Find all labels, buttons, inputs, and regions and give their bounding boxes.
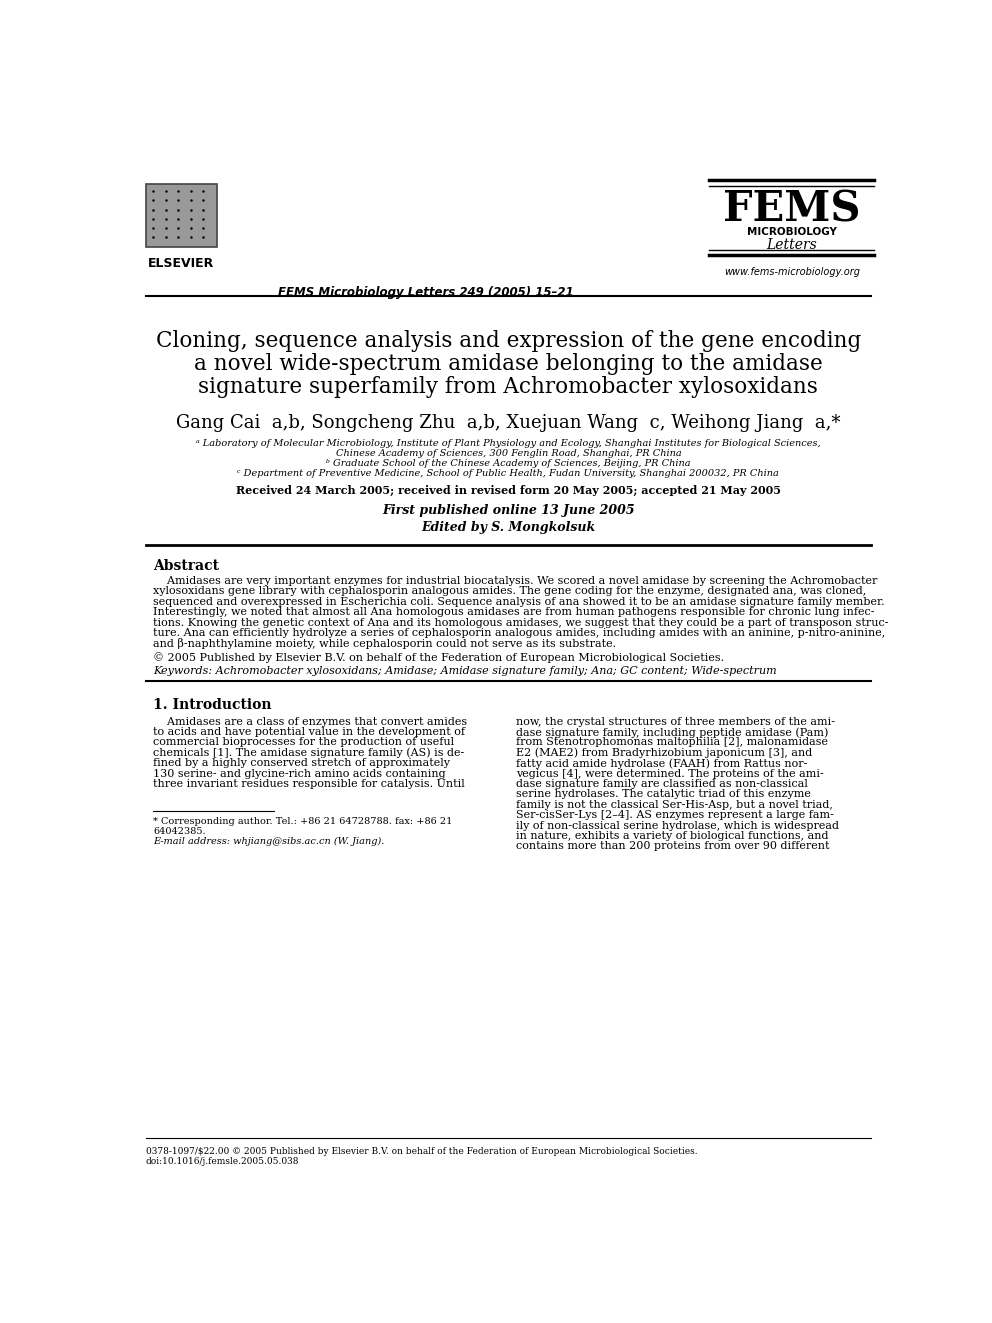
Text: Letters: Letters: [767, 238, 817, 253]
Text: Chinese Academy of Sciences, 300 Fenglin Road, Shanghai, PR China: Chinese Academy of Sciences, 300 Fenglin…: [335, 448, 682, 458]
Text: from Stenotrophomonas maltophilia [2], malonamidase: from Stenotrophomonas maltophilia [2], m…: [516, 737, 828, 747]
Text: MICROBIOLOGY: MICROBIOLOGY: [747, 226, 837, 237]
Text: ᵇ Graduate School of the Chinese Academy of Sciences, Beijing, PR China: ᵇ Graduate School of the Chinese Academy…: [326, 459, 690, 468]
Text: vegicus [4], were determined. The proteins of the ami-: vegicus [4], were determined. The protei…: [516, 769, 824, 779]
Text: FEMS: FEMS: [723, 188, 861, 230]
Text: commercial bioprocesses for the production of useful: commercial bioprocesses for the producti…: [154, 737, 454, 747]
Text: contains more than 200 proteins from over 90 different: contains more than 200 proteins from ove…: [516, 841, 829, 852]
Text: fined by a highly conserved stretch of approximately: fined by a highly conserved stretch of a…: [154, 758, 450, 769]
Text: serine hydrolases. The catalytic triad of this enzyme: serine hydrolases. The catalytic triad o…: [516, 790, 811, 799]
Text: signature superfamily from Achromobacter xylosoxidans: signature superfamily from Achromobacter…: [198, 376, 818, 398]
Text: family is not the classical Ser-His-Asp, but a novel triad,: family is not the classical Ser-His-Asp,…: [516, 800, 833, 810]
Text: tions. Knowing the genetic context of Ana and its homologous amidases, we sugges: tions. Knowing the genetic context of An…: [154, 618, 889, 627]
Text: 130 serine- and glycine-rich amino acids containing: 130 serine- and glycine-rich amino acids…: [154, 769, 446, 779]
Text: * Corresponding author. Tel.: +86 21 64728788. fax: +86 21: * Corresponding author. Tel.: +86 21 647…: [154, 818, 452, 826]
Text: Gang Cai  a,b, Songcheng Zhu  a,b, Xuejuan Wang  c, Weihong Jiang  a,*: Gang Cai a,b, Songcheng Zhu a,b, Xuejuan…: [177, 414, 840, 433]
Text: ᶜ Department of Preventive Medicine, School of Public Health, Fudan University, : ᶜ Department of Preventive Medicine, Sch…: [237, 470, 780, 478]
Text: Keywords: Achromobacter xylosoxidans; Amidase; Amidase signature family; Ana; GC: Keywords: Achromobacter xylosoxidans; Am…: [154, 665, 777, 676]
Text: Cloning, sequence analysis and expression of the gene encoding: Cloning, sequence analysis and expressio…: [156, 329, 861, 352]
Text: ture. Ana can efficiently hydrolyze a series of cephalosporin analogous amides, : ture. Ana can efficiently hydrolyze a se…: [154, 628, 886, 638]
Text: sequenced and overexpressed in Escherichia coli. Sequence analysis of ana showed: sequenced and overexpressed in Escherich…: [154, 597, 885, 607]
Text: ᵃ Laboratory of Molecular Microbiology, Institute of Plant Physiology and Ecolog: ᵃ Laboratory of Molecular Microbiology, …: [196, 439, 820, 448]
Text: a novel wide-spectrum amidase belonging to the amidase: a novel wide-spectrum amidase belonging …: [194, 353, 822, 374]
Text: doi:10.1016/j.femsle.2005.05.038: doi:10.1016/j.femsle.2005.05.038: [146, 1158, 300, 1167]
Text: dase signature family, including peptide amidase (Pam): dase signature family, including peptide…: [516, 728, 828, 738]
Text: dase signature family are classified as non-classical: dase signature family are classified as …: [516, 779, 808, 789]
Text: chemicals [1]. The amidase signature family (AS) is de-: chemicals [1]. The amidase signature fam…: [154, 747, 464, 758]
Text: 64042385.: 64042385.: [154, 827, 206, 836]
Text: 1. Introduction: 1. Introduction: [154, 699, 272, 712]
Text: Ser-cisSer-Lys [2–4]. AS enzymes represent a large fam-: Ser-cisSer-Lys [2–4]. AS enzymes represe…: [516, 810, 834, 820]
Text: and β-naphthylamine moiety, while cephalosporin could not serve as its substrate: and β-naphthylamine moiety, while cephal…: [154, 639, 617, 650]
Text: three invariant residues responsible for catalysis. Until: three invariant residues responsible for…: [154, 779, 465, 789]
Text: www.fems-microbiology.org: www.fems-microbiology.org: [724, 266, 860, 277]
Text: fatty acid amide hydrolase (FAAH) from Rattus nor-: fatty acid amide hydrolase (FAAH) from R…: [516, 758, 807, 769]
Text: Received 24 March 2005; received in revised form 20 May 2005; accepted 21 May 20: Received 24 March 2005; received in revi…: [236, 486, 781, 496]
Text: Abstract: Abstract: [154, 560, 219, 573]
Text: FEMS Microbiology Letters 249 (2005) 15–21: FEMS Microbiology Letters 249 (2005) 15–…: [279, 286, 574, 299]
Text: Amidases are a class of enzymes that convert amides: Amidases are a class of enzymes that con…: [154, 717, 467, 726]
Text: Amidases are very important enzymes for industrial biocatalysis. We scored a nov: Amidases are very important enzymes for …: [154, 576, 878, 586]
Text: 0378-1097/$22.00 © 2005 Published by Elsevier B.V. on behalf of the Federation o: 0378-1097/$22.00 © 2005 Published by Els…: [146, 1147, 697, 1156]
Text: to acids and have potential value in the development of: to acids and have potential value in the…: [154, 728, 465, 737]
Text: in nature, exhibits a variety of biological functions, and: in nature, exhibits a variety of biologi…: [516, 831, 828, 841]
Text: xylosoxidans gene library with cephalosporin analogous amides. The gene coding f: xylosoxidans gene library with cephalosp…: [154, 586, 867, 597]
Text: E2 (MAE2) from Bradyrhizobium japonicum [3], and: E2 (MAE2) from Bradyrhizobium japonicum …: [516, 747, 812, 758]
Text: ELSEVIER: ELSEVIER: [148, 257, 214, 270]
Text: © 2005 Published by Elsevier B.V. on behalf of the Federation of European Microb: © 2005 Published by Elsevier B.V. on beh…: [154, 652, 724, 663]
Text: First published online 13 June 2005: First published online 13 June 2005: [382, 504, 635, 517]
Text: ily of non-classical serine hydrolase, which is widespread: ily of non-classical serine hydrolase, w…: [516, 820, 839, 831]
Bar: [146, 184, 217, 247]
Text: Edited by S. Mongkolsuk: Edited by S. Mongkolsuk: [422, 521, 595, 533]
Text: E-mail address: whjiang@sibs.ac.cn (W. Jiang).: E-mail address: whjiang@sibs.ac.cn (W. J…: [154, 837, 385, 847]
Text: now, the crystal structures of three members of the ami-: now, the crystal structures of three mem…: [516, 717, 835, 726]
Text: Interestingly, we noted that almost all Ana homologous amidases are from human p: Interestingly, we noted that almost all …: [154, 607, 875, 618]
